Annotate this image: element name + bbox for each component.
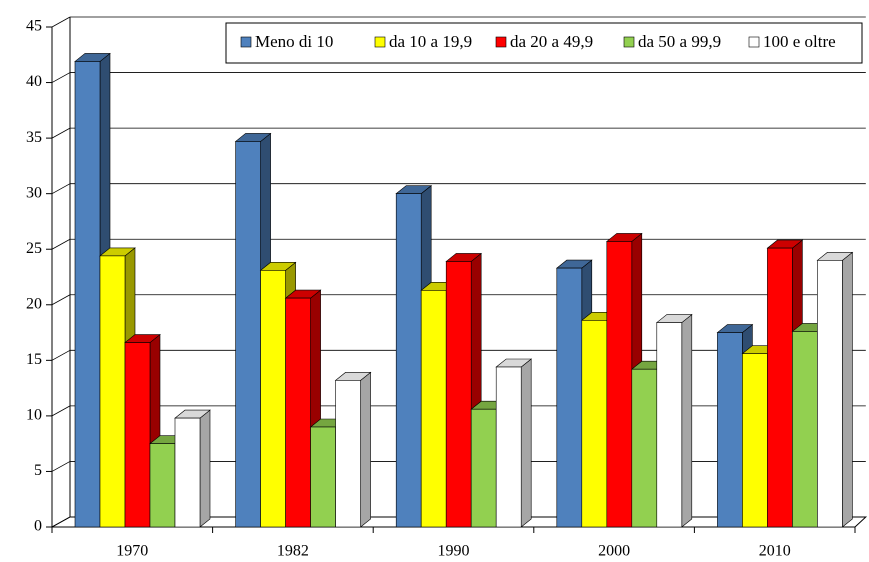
bar-side xyxy=(681,313,693,528)
bar xyxy=(606,241,633,528)
grid-line-side xyxy=(51,461,71,472)
legend-label: da 50 a 99,9 xyxy=(638,32,721,51)
grid-line-side xyxy=(51,294,71,306)
grid-line-side xyxy=(51,72,71,83)
bar xyxy=(99,255,126,528)
x-tick-label: 1970 xyxy=(116,543,148,560)
y-tick-label: 40 xyxy=(26,73,42,90)
grid-line-side xyxy=(51,127,71,139)
bar xyxy=(656,322,683,528)
bar xyxy=(149,443,176,528)
bar xyxy=(310,426,336,528)
bar xyxy=(470,408,497,528)
legend-swatch xyxy=(240,36,252,48)
bar xyxy=(742,353,768,528)
legend-label: da 20 a 49,9 xyxy=(510,32,593,51)
grid-line-side xyxy=(51,238,71,250)
legend-label: 100 e oltre xyxy=(763,32,836,51)
x-tick-label: 2000 xyxy=(598,543,630,560)
grid-line-side xyxy=(51,349,71,361)
bar xyxy=(74,61,101,528)
bar xyxy=(395,193,422,528)
y-tick-label: 30 xyxy=(26,184,42,201)
grid-line-side xyxy=(51,516,71,528)
y-tick-label: 15 xyxy=(26,351,42,368)
y-tick-label: 20 xyxy=(26,295,42,312)
bar-side xyxy=(360,371,371,528)
bar xyxy=(581,320,608,528)
y-tick-label: 0 xyxy=(34,518,42,535)
x-tick-label: 1990 xyxy=(438,543,470,560)
y-tick-label: 45 xyxy=(26,18,42,35)
bar xyxy=(717,332,743,528)
y-tick-label: 35 xyxy=(26,129,42,146)
bar xyxy=(445,261,472,528)
y-tick-label: 10 xyxy=(26,407,42,424)
bar xyxy=(285,297,311,528)
bar xyxy=(335,380,361,528)
grid-line-side xyxy=(51,183,71,195)
bar xyxy=(767,247,793,528)
legend-label: Meno di 10 xyxy=(255,32,333,51)
legend-swatch xyxy=(374,36,386,48)
bar xyxy=(792,331,818,528)
bar xyxy=(124,342,151,528)
y-tick-label: 25 xyxy=(26,240,42,257)
grid-line-side xyxy=(51,405,71,417)
bar xyxy=(235,141,261,528)
bar xyxy=(420,290,447,528)
x-tick-label: 1982 xyxy=(277,543,309,560)
bar xyxy=(495,366,522,528)
bar xyxy=(260,270,286,528)
legend-swatch xyxy=(623,36,635,48)
grid-line-side xyxy=(51,16,71,28)
legend-label: da 10 a 19,9 xyxy=(389,32,472,51)
bar xyxy=(631,368,658,528)
legend-swatch xyxy=(495,36,507,48)
x-tick-label: 2010 xyxy=(759,543,791,560)
bar xyxy=(174,417,201,528)
bar-side xyxy=(520,358,532,528)
bar xyxy=(817,260,843,528)
y-tick-label: 5 xyxy=(34,462,42,479)
bar-side xyxy=(199,409,211,528)
legend-swatch xyxy=(748,36,760,48)
bar-side xyxy=(842,251,853,528)
bar xyxy=(556,267,583,528)
